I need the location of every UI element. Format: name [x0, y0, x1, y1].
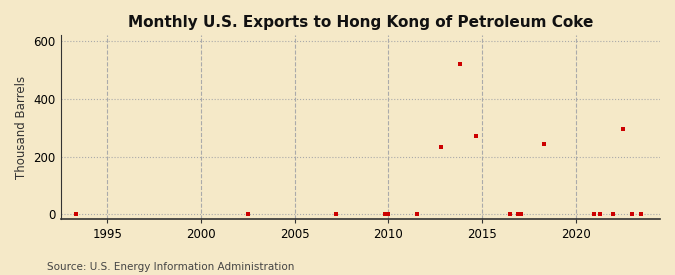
Point: [626, 212, 637, 216]
Point: [595, 212, 605, 216]
Point: [379, 212, 390, 216]
Point: [411, 212, 422, 216]
Point: [608, 212, 618, 216]
Point: [70, 212, 81, 216]
Point: [617, 127, 628, 131]
Point: [589, 212, 600, 216]
Point: [435, 144, 446, 149]
Point: [454, 62, 465, 67]
Point: [471, 134, 482, 139]
Title: Monthly U.S. Exports to Hong Kong of Petroleum Coke: Monthly U.S. Exports to Hong Kong of Pet…: [128, 15, 593, 30]
Point: [636, 212, 647, 216]
Point: [505, 212, 516, 216]
Text: Source: U.S. Energy Information Administration: Source: U.S. Energy Information Administ…: [47, 262, 294, 272]
Point: [383, 212, 394, 216]
Point: [539, 141, 549, 146]
Point: [516, 212, 526, 216]
Point: [512, 212, 523, 216]
Point: [331, 212, 342, 216]
Y-axis label: Thousand Barrels: Thousand Barrels: [15, 75, 28, 178]
Point: [242, 212, 253, 216]
